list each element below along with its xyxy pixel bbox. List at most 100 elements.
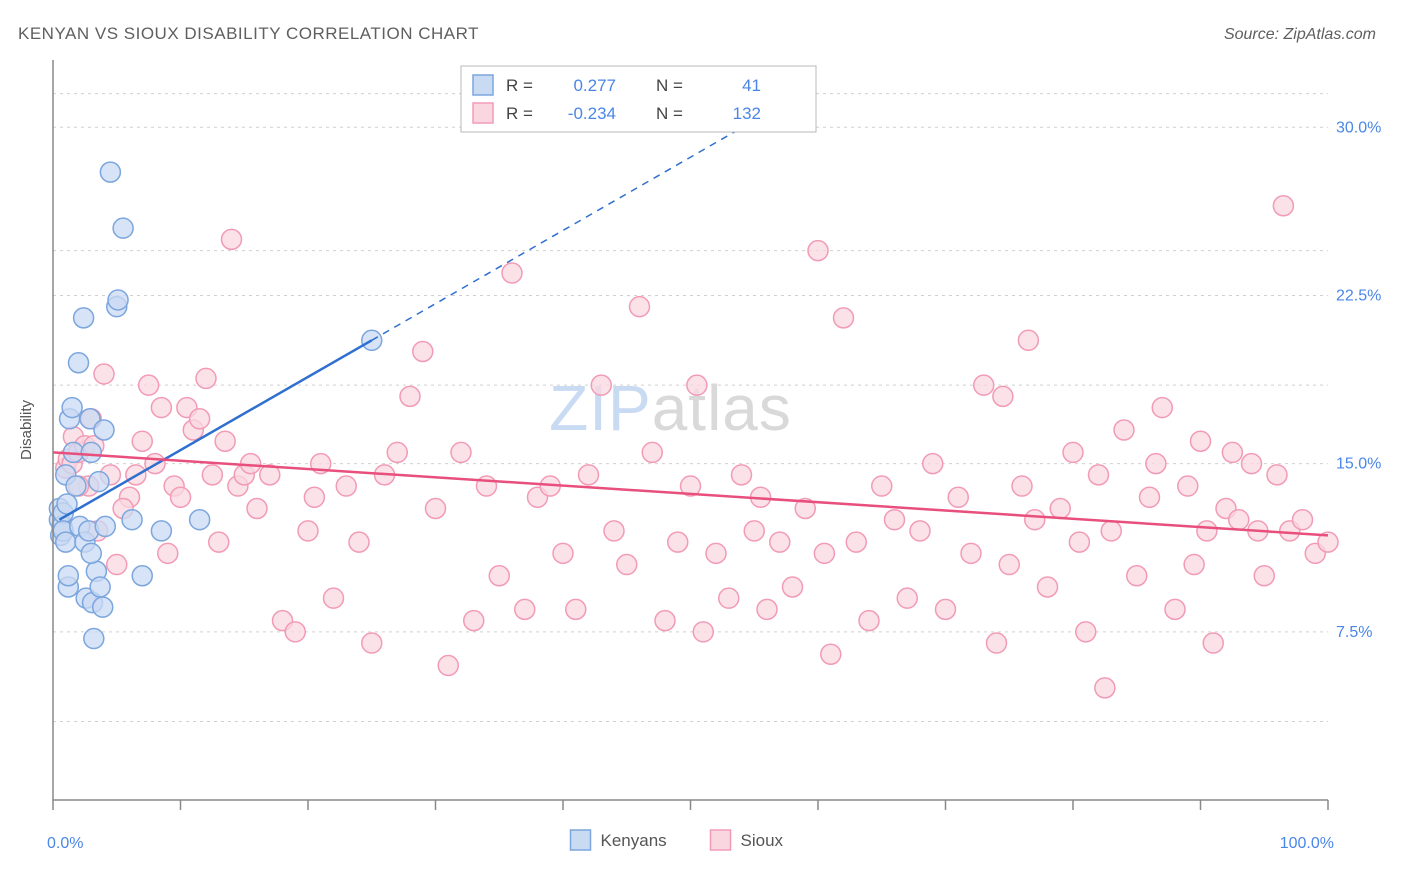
- scatter-point: [362, 633, 382, 653]
- scatter-point: [859, 611, 879, 631]
- legend-n-value: 41: [742, 76, 761, 95]
- scatter-point: [151, 398, 171, 418]
- scatter-point: [999, 555, 1019, 575]
- scatter-point: [974, 375, 994, 395]
- scatter-point: [872, 476, 892, 496]
- scatter-point: [630, 297, 650, 317]
- scatter-point: [897, 588, 917, 608]
- scatter-point: [94, 364, 114, 384]
- y-tick-label: 22.5%: [1336, 287, 1381, 304]
- scatter-point: [324, 588, 344, 608]
- scatter-point: [62, 398, 82, 418]
- scatter-point: [1095, 678, 1115, 698]
- scatter-point: [1127, 566, 1147, 586]
- scatter-point: [757, 599, 777, 619]
- scatter-point: [122, 510, 142, 530]
- scatter-point: [247, 498, 267, 518]
- scatter-point: [821, 644, 841, 664]
- scatter-point: [553, 543, 573, 563]
- scatter-point: [69, 353, 89, 373]
- chart-header: KENYAN VS SIOUX DISABILITY CORRELATION C…: [18, 24, 1376, 44]
- scatter-point: [1038, 577, 1058, 597]
- scatter-point: [89, 472, 109, 492]
- x-tick-label: 100.0%: [1280, 835, 1334, 852]
- scatter-point: [222, 229, 242, 249]
- scatter-point: [196, 368, 216, 388]
- scatter-point: [94, 420, 114, 440]
- scatter-point: [1025, 510, 1045, 530]
- scatter-point: [808, 241, 828, 261]
- scatter-point: [744, 521, 764, 541]
- scatter-point: [732, 465, 752, 485]
- legend-n-label: N =: [656, 76, 683, 95]
- scatter-point: [1197, 521, 1217, 541]
- scatter-point: [687, 375, 707, 395]
- scatter-point: [464, 611, 484, 631]
- scatter-point: [1152, 398, 1172, 418]
- scatter-point: [910, 521, 930, 541]
- legend-swatch: [473, 75, 493, 95]
- scatter-point: [107, 555, 127, 575]
- scatter-point: [1076, 622, 1096, 642]
- scatter-point: [413, 342, 433, 362]
- scatter-point: [668, 532, 688, 552]
- scatter-point: [923, 454, 943, 474]
- scatter-point: [100, 162, 120, 182]
- scatter-point: [1165, 599, 1185, 619]
- scatter-point: [591, 375, 611, 395]
- y-tick-label: 7.5%: [1336, 624, 1372, 641]
- scatter-point: [202, 465, 222, 485]
- scatter-point: [304, 487, 324, 507]
- scatter-point: [215, 431, 235, 451]
- scatter-point: [834, 308, 854, 328]
- scatter-point: [1089, 465, 1109, 485]
- scatter-point: [1254, 566, 1274, 586]
- scatter-point: [642, 442, 662, 462]
- scatter-point: [81, 543, 101, 563]
- scatter-chart: ZIPatlas0.0%100.0%7.5%15.0%22.5%30.0%Dis…: [18, 60, 1388, 880]
- chart-source: Source: ZipAtlas.com: [1224, 26, 1376, 44]
- scatter-point: [1018, 330, 1038, 350]
- scatter-point: [783, 577, 803, 597]
- scatter-point: [74, 308, 94, 328]
- scatter-point: [387, 442, 407, 462]
- scatter-point: [719, 588, 739, 608]
- scatter-point: [1267, 465, 1287, 485]
- scatter-point: [885, 510, 905, 530]
- scatter-point: [1063, 442, 1083, 462]
- scatter-point: [655, 611, 675, 631]
- scatter-point: [93, 597, 113, 617]
- scatter-point: [298, 521, 318, 541]
- scatter-point: [190, 510, 210, 530]
- scatter-point: [151, 521, 171, 541]
- legend-r-value: -0.234: [568, 104, 616, 123]
- scatter-point: [693, 622, 713, 642]
- y-tick-label: 15.0%: [1336, 456, 1381, 473]
- scatter-point: [617, 555, 637, 575]
- scatter-point: [1229, 510, 1249, 530]
- scatter-point: [84, 629, 104, 649]
- scatter-point: [1012, 476, 1032, 496]
- scatter-point: [95, 516, 115, 536]
- chart-title: KENYAN VS SIOUX DISABILITY CORRELATION C…: [18, 24, 479, 44]
- scatter-point: [190, 409, 210, 429]
- scatter-point: [132, 431, 152, 451]
- bottom-legend-label: Sioux: [741, 831, 784, 850]
- scatter-point: [993, 386, 1013, 406]
- scatter-point: [770, 532, 790, 552]
- legend-r-label: R =: [506, 76, 533, 95]
- scatter-point: [400, 386, 420, 406]
- scatter-point: [1114, 420, 1134, 440]
- scatter-point: [961, 543, 981, 563]
- scatter-point: [90, 577, 110, 597]
- scatter-point: [1140, 487, 1160, 507]
- legend-n-value: 132: [733, 104, 761, 123]
- scatter-point: [139, 375, 159, 395]
- scatter-point: [56, 532, 76, 552]
- legend-swatch: [473, 103, 493, 123]
- legend-n-label: N =: [656, 104, 683, 123]
- scatter-point: [1101, 521, 1121, 541]
- scatter-point: [158, 543, 178, 563]
- scatter-point: [502, 263, 522, 283]
- scatter-point: [1146, 454, 1166, 474]
